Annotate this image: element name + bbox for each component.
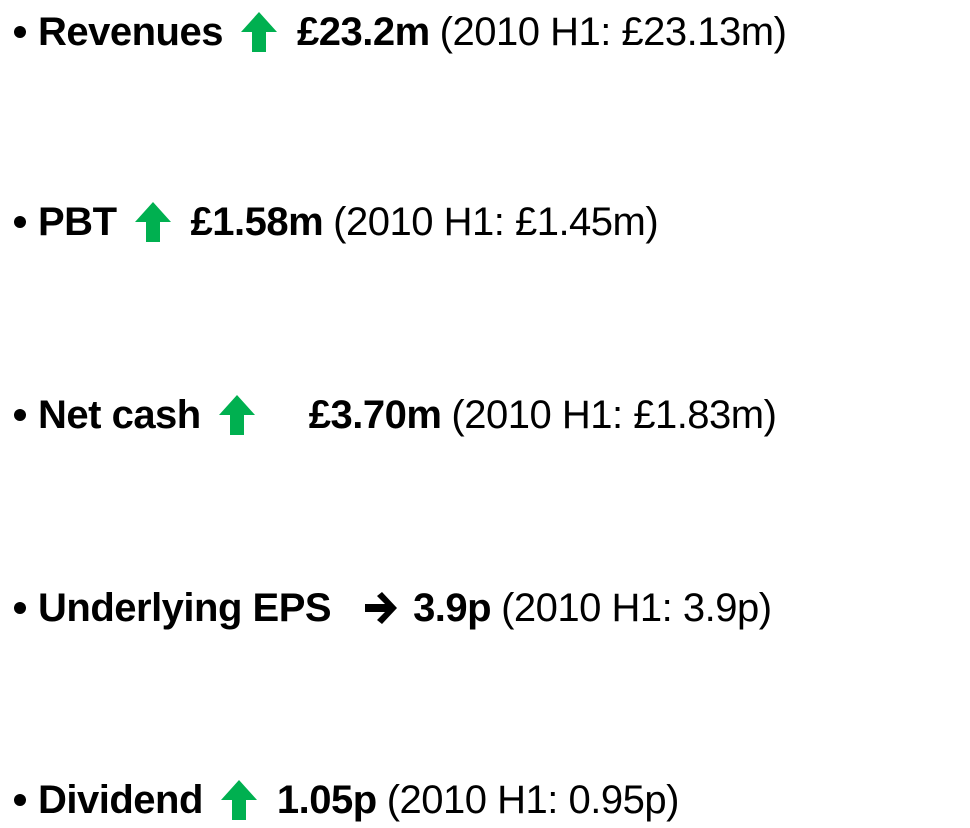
right-arrow bbox=[365, 592, 398, 624]
up-arrow bbox=[220, 780, 257, 820]
value: £1.58m bbox=[190, 199, 324, 244]
value: 1.05p bbox=[276, 777, 377, 822]
comparison: (2010 H1: £1.45m) bbox=[333, 199, 659, 244]
bullet-item: PBT £1.58m (2010 H1: £1.45m) bbox=[14, 194, 659, 250]
comparison: (2010 H1: 0.95p) bbox=[386, 777, 680, 822]
comparison: (2010 H1: 3.9p) bbox=[501, 585, 772, 630]
bullet bbox=[14, 794, 26, 806]
bullet bbox=[14, 409, 26, 421]
up-arrow bbox=[240, 12, 277, 52]
bullet bbox=[14, 602, 26, 614]
label: Net cash bbox=[38, 392, 201, 437]
bullet-item: Revenues £23.2m (2010 H1: £23.13m) bbox=[14, 4, 787, 60]
value: £3.70m bbox=[308, 392, 442, 437]
bullet bbox=[14, 26, 26, 38]
label: Revenues bbox=[38, 9, 223, 54]
bullet bbox=[14, 216, 26, 228]
label: Underlying EPS bbox=[38, 585, 332, 630]
value: 3.9p bbox=[413, 585, 492, 630]
label: Dividend bbox=[38, 777, 203, 822]
comparison: (2010 H1: £23.13m) bbox=[439, 9, 787, 54]
bullet-item: Dividend 1.05p (2010 H1: 0.95p) bbox=[14, 772, 679, 828]
up-arrow bbox=[218, 395, 255, 435]
bullet-item: Underlying EPS 3.9p (2010 H1: 3.9p) bbox=[14, 580, 772, 636]
comparison: (2010 H1: £1.83m) bbox=[451, 392, 777, 437]
bullet-item: Net cash £3.70m (2010 H1: £1.83m) bbox=[14, 387, 777, 443]
label: PBT bbox=[38, 199, 117, 244]
up-arrow bbox=[134, 202, 171, 242]
value: £23.2m bbox=[296, 9, 430, 54]
